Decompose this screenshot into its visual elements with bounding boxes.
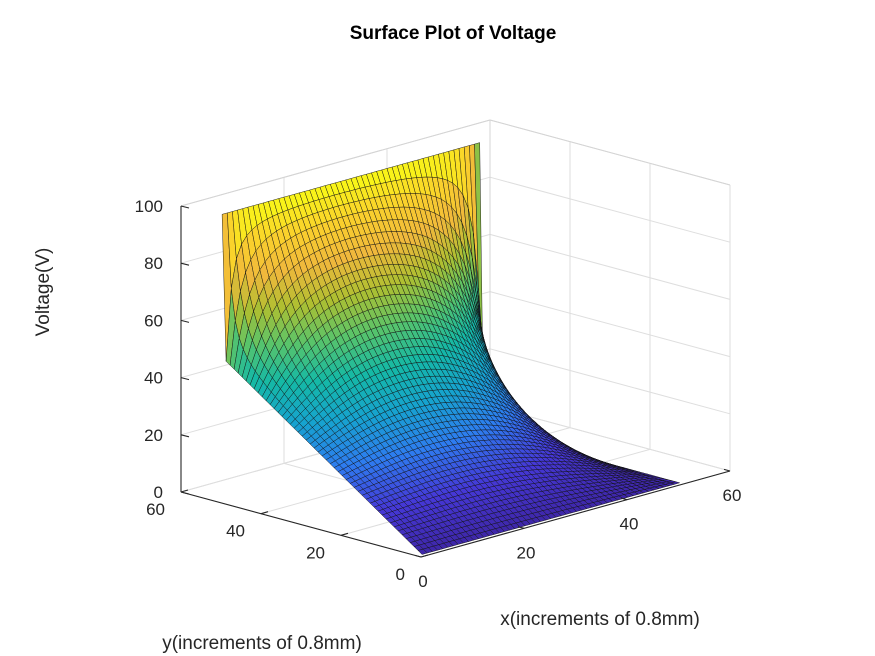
z-tick-label: 40 xyxy=(144,369,163,388)
y-tick xyxy=(420,554,429,558)
z-tick-label: 0 xyxy=(154,483,163,502)
axes-front-lines xyxy=(180,206,731,558)
y-tick-label: 20 xyxy=(306,543,325,562)
grid-line xyxy=(489,233,731,300)
x-tick xyxy=(620,497,628,501)
x-tick xyxy=(414,554,422,558)
y-axis-label: y(increments of 0.8mm) xyxy=(162,633,362,654)
z-tick-label: 100 xyxy=(135,197,163,216)
y-tick-label: 0 xyxy=(396,565,405,584)
box-edge xyxy=(489,119,731,186)
y-tick-label: 60 xyxy=(146,500,165,519)
x-tick xyxy=(723,468,731,472)
grid-line xyxy=(489,176,731,243)
y-tick xyxy=(180,489,189,493)
y-tick xyxy=(260,511,269,515)
z-tick-label: 20 xyxy=(144,426,163,445)
x-tick-label: 20 xyxy=(517,543,536,562)
z-tick-label: 60 xyxy=(144,311,163,330)
x-tick xyxy=(517,526,525,529)
z-axis-label: Voltage(V) xyxy=(33,248,54,337)
voltage-surface xyxy=(221,142,680,555)
z-tick xyxy=(180,434,190,438)
z-tick xyxy=(180,377,190,381)
x-axis-label: x(increments of 0.8mm) xyxy=(500,609,700,630)
x-tick-label: 40 xyxy=(620,515,639,534)
x-tick-label: 0 xyxy=(418,572,427,591)
x-axis-line xyxy=(420,470,731,558)
z-tick xyxy=(180,205,190,209)
x-tick-label: 60 xyxy=(723,486,742,505)
y-tick xyxy=(340,532,349,536)
grid-line xyxy=(489,348,731,415)
z-tick xyxy=(180,262,190,266)
surface-patch xyxy=(670,481,680,485)
z-tick-label: 80 xyxy=(144,254,163,273)
y-axis-line xyxy=(180,491,422,558)
box-edge xyxy=(180,119,491,207)
chart-title: Surface Plot of Voltage xyxy=(350,23,557,44)
grid-line xyxy=(489,291,731,358)
z-tick xyxy=(180,491,190,495)
y-tick-label: 40 xyxy=(226,522,245,541)
z-tick xyxy=(180,319,190,323)
